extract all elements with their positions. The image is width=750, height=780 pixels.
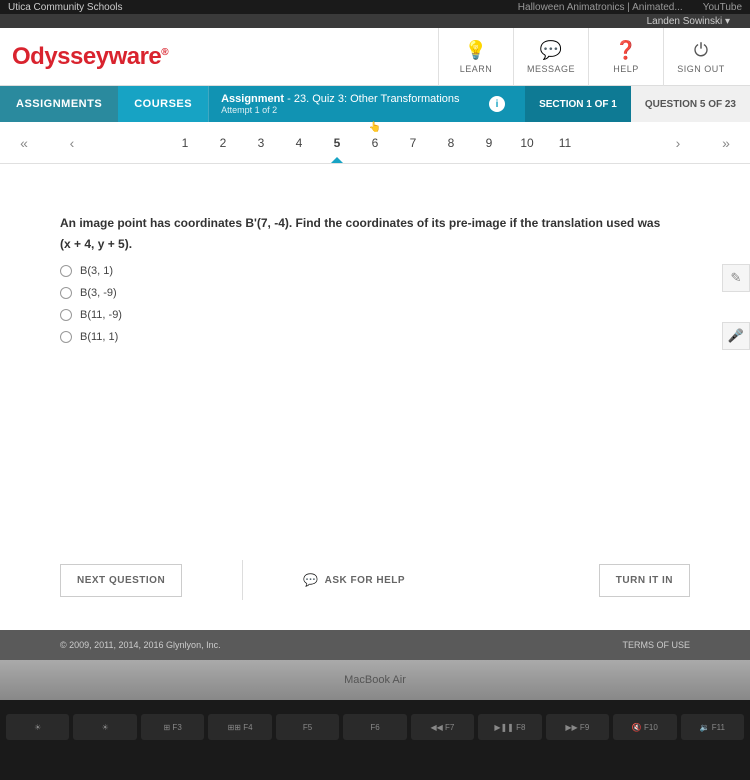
ask-help-button[interactable]: 💬 ASK FOR HELP bbox=[303, 573, 405, 587]
question-counter: QUESTION 5 OF 23 bbox=[631, 86, 750, 122]
answer-option[interactable]: B(3, -9) bbox=[60, 287, 690, 299]
pager-number[interactable]: 9 bbox=[470, 124, 508, 162]
signout-label: SIGN OUT bbox=[677, 64, 725, 74]
keyboard-key: F6 bbox=[343, 714, 406, 740]
option-label: B(3, 1) bbox=[80, 265, 113, 277]
radio-icon bbox=[60, 309, 72, 321]
question-pager: « ‹ 1234567891011 › » bbox=[0, 122, 750, 164]
pager-last-button[interactable]: » bbox=[702, 135, 750, 151]
pager-prev-button[interactable]: ‹ bbox=[48, 135, 96, 151]
keyboard-key: ☀ bbox=[73, 714, 136, 740]
message-label: MESSAGE bbox=[527, 64, 575, 74]
keyboard-key: F5 bbox=[276, 714, 339, 740]
user-name[interactable]: Landen Sowinski bbox=[647, 16, 723, 27]
attempt-label: Attempt 1 of 2 bbox=[221, 105, 459, 115]
info-icon[interactable]: i bbox=[489, 96, 505, 112]
pager-number[interactable]: 4 bbox=[280, 124, 318, 162]
tab-assignments[interactable]: ASSIGNMENTS bbox=[0, 86, 118, 122]
option-label: B(3, -9) bbox=[80, 287, 117, 299]
answer-option[interactable]: B(11, 1) bbox=[60, 331, 690, 343]
keyboard-key: ◀◀ F7 bbox=[411, 714, 474, 740]
radio-icon bbox=[60, 287, 72, 299]
chat-bubble-icon: 💬 bbox=[303, 573, 318, 587]
laptop-bezel: MacBook Air bbox=[0, 660, 750, 700]
keyboard: ☀☀⊞ F3⊞⊞ F4F5F6◀◀ F7▶❚❚ F8▶▶ F9🔇 F10🔉 F1… bbox=[0, 700, 750, 780]
divider bbox=[242, 560, 243, 600]
help-label: HELP bbox=[613, 64, 639, 74]
pager-number[interactable]: 6 bbox=[356, 124, 394, 162]
pager-number[interactable]: 1 bbox=[166, 124, 204, 162]
pager-number[interactable]: 10 bbox=[508, 124, 546, 162]
terms-link[interactable]: TERMS OF USE bbox=[622, 640, 690, 650]
option-label: B(11, 1) bbox=[80, 331, 118, 343]
browser-tab[interactable]: Halloween Animatronics | Animated... bbox=[518, 2, 683, 13]
answer-option[interactable]: B(11, -9) bbox=[60, 309, 690, 321]
action-bar: NEXT QUESTION 💬 ASK FOR HELP TURN IT IN bbox=[0, 544, 750, 630]
pager-next-button[interactable]: › bbox=[654, 135, 702, 151]
lightbulb-icon: 💡 bbox=[465, 40, 487, 61]
help-button[interactable]: ❓ HELP bbox=[588, 28, 663, 86]
power-icon: ⏻ bbox=[694, 40, 708, 61]
nav-bar: ASSIGNMENTS COURSES Assignment - 23. Qui… bbox=[0, 86, 750, 122]
learn-label: LEARN bbox=[460, 64, 493, 74]
copyright: © 2009, 2011, 2014, 2016 Glynlyon, Inc. bbox=[60, 640, 221, 650]
question-text-line2: (x + 4, y + 5). bbox=[60, 237, 690, 251]
pager-number[interactable]: 8 bbox=[432, 124, 470, 162]
assignment-label: Assignment bbox=[221, 93, 284, 105]
footer: © 2009, 2011, 2014, 2016 Glynlyon, Inc. … bbox=[0, 630, 750, 660]
question-content: An image point has coordinates B'(7, -4)… bbox=[0, 164, 750, 544]
keyboard-key: ☀ bbox=[6, 714, 69, 740]
keyboard-key: ⊞ F3 bbox=[141, 714, 204, 740]
next-question-button[interactable]: NEXT QUESTION bbox=[60, 564, 182, 597]
pager-number[interactable]: 11 bbox=[546, 124, 584, 162]
keyboard-key: ▶❚❚ F8 bbox=[478, 714, 541, 740]
org-name: Utica Community Schools bbox=[8, 2, 518, 13]
turn-in-button[interactable]: TURN IT IN bbox=[599, 564, 690, 597]
keyboard-key: 🔉 F11 bbox=[681, 714, 744, 740]
option-label: B(11, -9) bbox=[80, 309, 122, 321]
answer-option[interactable]: B(3, 1) bbox=[60, 265, 690, 277]
pager-first-button[interactable]: « bbox=[0, 135, 48, 151]
message-button[interactable]: 💬 MESSAGE bbox=[513, 28, 588, 86]
user-dropdown-caret-icon[interactable]: ▾ bbox=[725, 16, 730, 27]
tool-icon[interactable]: ✎ bbox=[722, 264, 750, 292]
help-icon: ❓ bbox=[615, 40, 637, 61]
learn-button[interactable]: 💡 LEARN bbox=[438, 28, 513, 86]
pager-number[interactable]: 3 bbox=[242, 124, 280, 162]
keyboard-key: ▶▶ F9 bbox=[546, 714, 609, 740]
logo-text: Odysseyware bbox=[12, 43, 161, 70]
pager-number[interactable]: 7 bbox=[394, 124, 432, 162]
browser-tab[interactable]: YouTube bbox=[703, 2, 742, 13]
pager-number[interactable]: 5 bbox=[318, 124, 356, 162]
user-bar: Landen Sowinski ▾ bbox=[0, 14, 750, 28]
app-header: Odysseyware® 💡 LEARN 💬 MESSAGE ❓ HELP ⏻ … bbox=[0, 28, 750, 86]
message-icon: 💬 bbox=[540, 40, 562, 61]
keyboard-key: ⊞⊞ F4 bbox=[208, 714, 271, 740]
browser-tab-bar: Utica Community Schools Halloween Animat… bbox=[0, 0, 750, 14]
section-button[interactable]: SECTION 1 OF 1 bbox=[525, 86, 631, 122]
radio-icon bbox=[60, 331, 72, 343]
keyboard-key: 🔇 F10 bbox=[613, 714, 676, 740]
logo[interactable]: Odysseyware® bbox=[12, 43, 168, 71]
pager-number[interactable]: 2 bbox=[204, 124, 242, 162]
tab-courses[interactable]: COURSES bbox=[118, 86, 208, 122]
assignment-title: - 23. Quiz 3: Other Transformations bbox=[287, 93, 459, 105]
assignment-info: Assignment - 23. Quiz 3: Other Transform… bbox=[208, 86, 525, 122]
signout-button[interactable]: ⏻ SIGN OUT bbox=[663, 28, 738, 86]
ask-help-label: ASK FOR HELP bbox=[325, 575, 405, 586]
mic-icon[interactable]: 🎤 bbox=[722, 322, 750, 350]
question-text-line1: An image point has coordinates B'(7, -4)… bbox=[60, 214, 690, 233]
laptop-label: MacBook Air bbox=[344, 674, 406, 686]
logo-registered-icon: ® bbox=[161, 47, 168, 58]
radio-icon bbox=[60, 265, 72, 277]
